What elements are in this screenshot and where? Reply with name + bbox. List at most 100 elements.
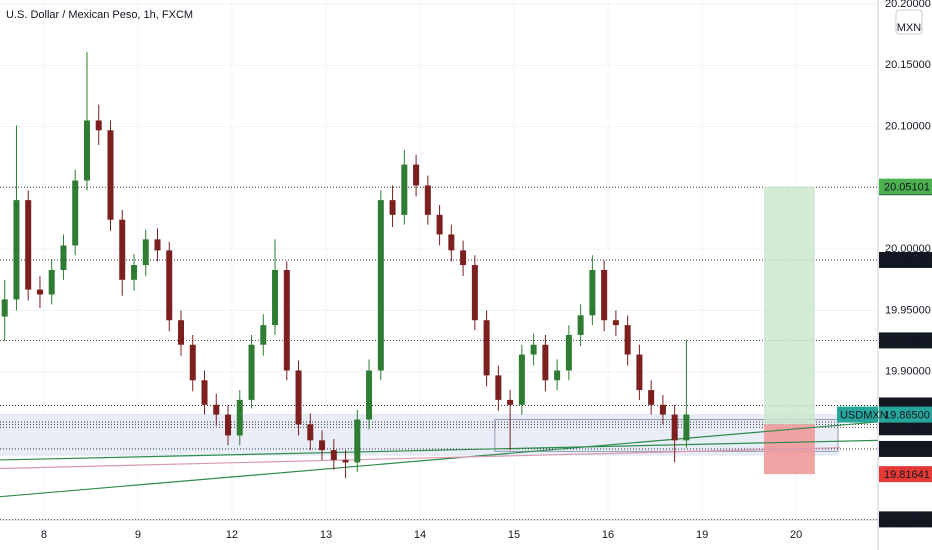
candle-body	[295, 370, 302, 425]
price-tag-label: 19.85467	[884, 422, 930, 434]
candle-body	[530, 344, 537, 355]
symbol-tag-bg	[837, 406, 878, 423]
candle-body	[307, 424, 314, 441]
candle-body	[601, 269, 608, 321]
y-tick-label: 19.95000	[885, 304, 931, 316]
y-tick-label: 20.10000	[885, 121, 931, 133]
price-tag-label: 20.05101	[884, 182, 930, 194]
candle-body	[554, 370, 561, 381]
candle-body	[483, 320, 490, 376]
price-tag	[879, 419, 932, 436]
candle-body	[448, 234, 455, 251]
price-tag-label: 19.77951	[884, 514, 930, 526]
x-tick-label: 16	[602, 529, 614, 541]
candle-body	[13, 200, 20, 300]
candle-body	[577, 315, 584, 335]
candle-body	[612, 320, 619, 326]
candle-body	[413, 164, 420, 186]
candle-body	[671, 414, 678, 441]
price-tag-label: 19.99120	[884, 255, 930, 267]
zone	[494, 419, 839, 452]
candle-body	[107, 130, 114, 220]
trendline	[0, 447, 841, 470]
candle-body	[1, 299, 8, 317]
candle-body	[366, 370, 373, 420]
x-tick-label: 8	[41, 529, 47, 541]
candle-body	[60, 245, 67, 270]
candle-body	[154, 239, 161, 251]
candle-body	[495, 375, 502, 400]
candle-body	[236, 399, 243, 436]
candle-body	[225, 414, 232, 436]
candle-body	[589, 269, 596, 316]
candle-body	[201, 380, 208, 405]
candle-body	[48, 269, 55, 295]
candle-body	[424, 185, 431, 215]
candle-body	[166, 250, 173, 321]
candle-body	[389, 200, 396, 215]
candle-body	[283, 269, 290, 371]
candle-body	[119, 219, 126, 280]
price-tag	[879, 332, 932, 349]
candle-body	[683, 414, 690, 441]
candle-body	[436, 214, 443, 235]
y-tick-label: 20.20000	[885, 0, 931, 10]
candle-body	[213, 404, 220, 415]
x-tick-label: 20	[790, 529, 802, 541]
chart-title: U.S. Dollar / Mexican Peso, 1h, FXCM	[6, 9, 193, 21]
candle-body	[319, 440, 326, 451]
price-tag-label: 19.92554	[884, 335, 930, 347]
currency-badge-bg	[895, 9, 923, 35]
target-zone	[763, 186, 815, 425]
x-tick-label: 12	[226, 529, 238, 541]
candle-body	[142, 239, 149, 266]
candle-body	[518, 354, 525, 405]
price-tag	[879, 251, 932, 268]
price-tag	[879, 466, 932, 483]
candle-body	[130, 265, 137, 280]
candle-body	[260, 325, 267, 345]
price-tag-label: 19.81641	[884, 469, 930, 481]
x-tick-label: 19	[696, 529, 708, 541]
candle-body	[648, 390, 655, 405]
candle-body	[354, 419, 361, 463]
candle-body	[636, 354, 643, 391]
trendline	[0, 421, 879, 498]
x-tick-label: 9	[135, 529, 141, 541]
candle-body	[542, 344, 549, 381]
candle-body	[460, 250, 467, 266]
candle-body	[377, 200, 384, 371]
candle-body	[272, 269, 279, 326]
price-tag-label: 19.86500	[884, 410, 930, 422]
price-tag	[879, 511, 932, 528]
x-tick-label: 15	[508, 529, 520, 541]
candle-body	[342, 459, 349, 463]
candle-body	[507, 399, 514, 405]
y-tick-label: 20.15000	[885, 59, 931, 71]
price-tag	[879, 440, 932, 457]
price-tag	[879, 178, 932, 195]
currency-badge: MXN	[897, 22, 922, 34]
y-tick-label: 19.90000	[885, 366, 931, 378]
candle-body	[401, 164, 408, 215]
candle-body	[248, 344, 255, 400]
candle-body	[178, 320, 185, 345]
candle-body	[95, 120, 102, 131]
candle-body	[189, 344, 196, 381]
candle-body	[471, 265, 478, 321]
trendline	[0, 439, 879, 461]
candle-body	[83, 120, 90, 181]
candle-body	[72, 180, 79, 246]
candle-body	[25, 200, 32, 290]
price-tag-label: 19.83697	[884, 444, 930, 456]
candle-body	[36, 289, 43, 295]
x-tick-label: 13	[320, 529, 332, 541]
x-tick-label: 14	[414, 529, 426, 541]
symbol-tag: USDMXN	[840, 410, 888, 422]
zone	[0, 414, 839, 456]
price-tag	[879, 406, 932, 423]
candle-body	[330, 450, 337, 460]
candle-body	[565, 334, 572, 371]
candle-body	[624, 325, 631, 355]
